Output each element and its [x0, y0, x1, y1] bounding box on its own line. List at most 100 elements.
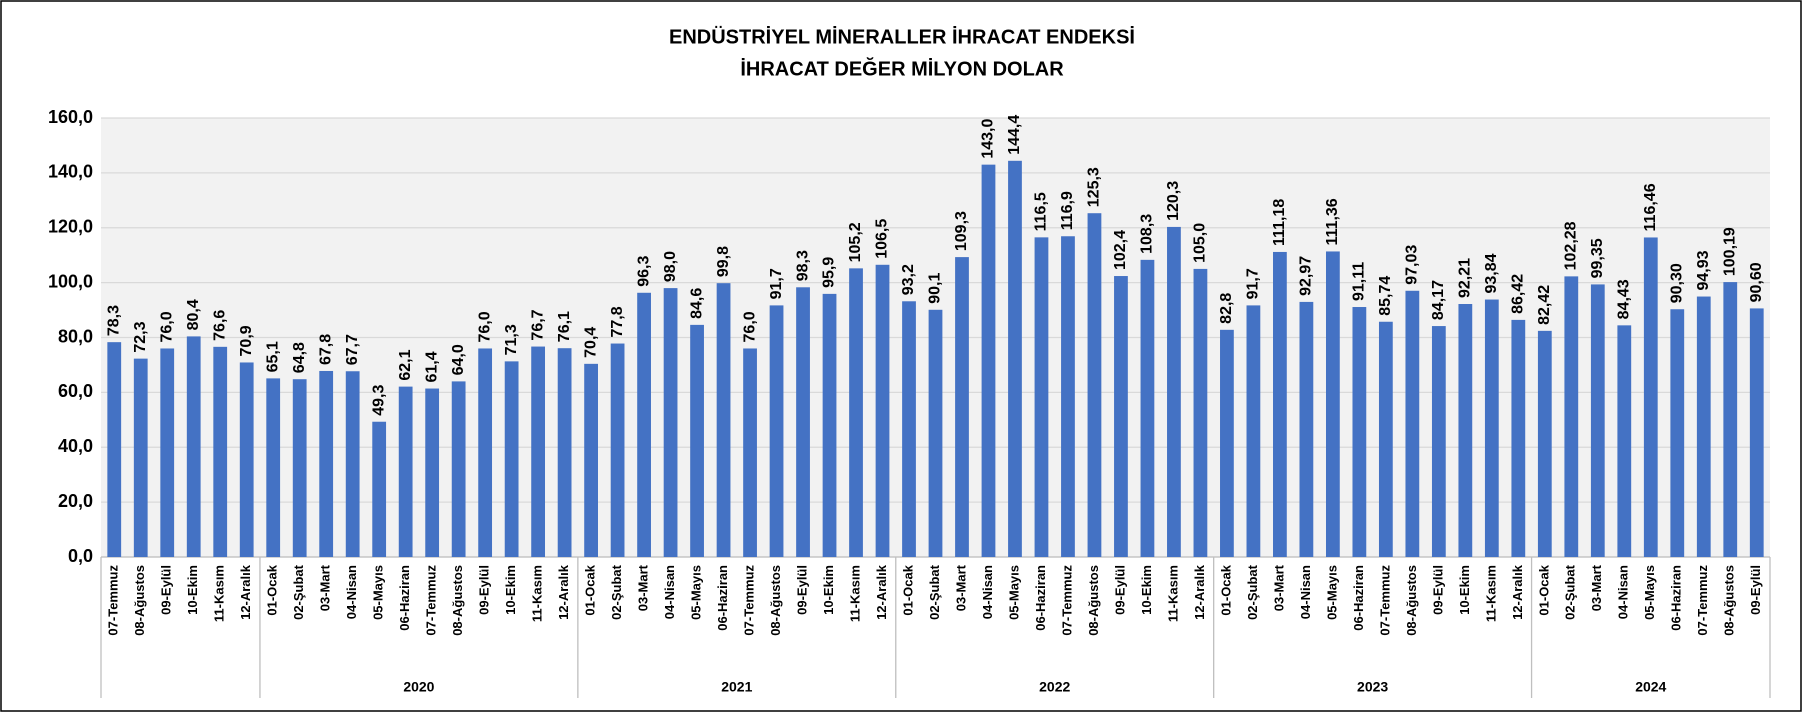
value-label: 143,0	[980, 119, 997, 159]
value-label: 64,0	[450, 344, 467, 375]
x-tick-label: 05-Mayıs	[371, 565, 386, 620]
x-tick-label: 04-Nisan	[344, 565, 359, 619]
value-label: 70,4	[582, 327, 599, 358]
value-label: 62,1	[397, 349, 414, 380]
value-label: 78,3	[105, 305, 122, 336]
bar	[504, 361, 519, 557]
value-label: 82,42	[1536, 285, 1553, 325]
x-tick-label: 10-Ekim	[1139, 565, 1154, 615]
value-label: 100,19	[1721, 227, 1738, 276]
value-label: 65,1	[264, 341, 281, 372]
bar	[1590, 284, 1605, 557]
value-label: 84,6	[688, 288, 705, 319]
value-label: 71,3	[503, 324, 520, 355]
bar	[928, 309, 943, 557]
bar	[1378, 321, 1393, 557]
x-tick-label: 03-Mart	[1271, 564, 1286, 611]
x-tick-label: 01-Ocak	[583, 564, 598, 615]
bar	[478, 348, 493, 557]
x-tick-label: 06-Haziran	[715, 565, 730, 631]
bar	[451, 381, 466, 557]
bar	[610, 343, 625, 557]
value-label: 92,97	[1298, 256, 1315, 296]
bar	[1696, 296, 1711, 557]
x-tick-label: 08-Ağustos	[1086, 565, 1101, 636]
value-label: 116,46	[1642, 183, 1659, 231]
bar	[213, 346, 228, 557]
x-tick-label: 03-Mart	[953, 564, 968, 611]
x-tick-label: 08-Ağustos	[132, 565, 147, 636]
bar	[1749, 308, 1764, 557]
bar	[1325, 251, 1340, 557]
x-tick-label: 01-Ocak	[1536, 564, 1551, 615]
y-tick-label: 20,0	[58, 491, 93, 511]
value-label: 67,8	[317, 334, 334, 365]
bar	[133, 358, 148, 557]
year-label: 2022	[1039, 679, 1070, 695]
value-label: 91,7	[1245, 268, 1262, 299]
value-label: 105,2	[847, 222, 864, 262]
value-label: 84,17	[1430, 280, 1447, 320]
x-tick-label: 08-Ağustos	[1722, 565, 1737, 636]
value-label: 61,4	[423, 351, 440, 382]
x-tick-label: 02-Şubat	[927, 564, 942, 620]
value-label: 76,7	[529, 309, 546, 340]
value-label: 111,18	[1271, 199, 1288, 246]
x-tick-label: 10-Ekim	[503, 565, 518, 615]
value-label: 72,3	[132, 321, 149, 352]
x-tick-label: 01-Ocak	[900, 564, 915, 615]
value-label: 64,8	[291, 342, 308, 373]
bar	[1061, 236, 1075, 558]
x-tick-label: 04-Nisan	[1298, 565, 1313, 619]
value-label: 97,03	[1404, 245, 1421, 285]
bar	[849, 268, 863, 557]
bar	[1352, 307, 1367, 557]
value-label: 82,8	[1218, 293, 1235, 324]
x-tick-label: 09-Eylül	[1112, 565, 1127, 615]
value-label: 86,42	[1510, 274, 1527, 314]
value-label: 70,9	[238, 325, 255, 356]
x-tick-label: 06-Haziran	[1351, 565, 1366, 631]
value-label: 98,0	[662, 251, 679, 282]
x-tick-label: 06-Haziran	[397, 565, 412, 631]
y-tick-label: 100,0	[48, 271, 93, 291]
x-tick-label: 07-Temmuz	[1059, 565, 1074, 636]
value-label: 76,0	[476, 311, 493, 342]
value-label: 120,3	[1165, 181, 1182, 221]
value-label: 106,5	[874, 219, 891, 259]
value-label: 90,1	[927, 273, 944, 304]
bar	[1484, 299, 1499, 557]
x-tick-label: 04-Nisan	[980, 565, 995, 619]
bar	[160, 348, 175, 557]
bar	[1537, 330, 1552, 557]
value-label: 90,60	[1748, 262, 1765, 302]
x-tick-label: 04-Nisan	[662, 565, 677, 619]
bar	[1643, 237, 1658, 557]
x-tick-label: 10-Ekim	[185, 565, 200, 615]
x-tick-label: 05-Mayıs	[689, 565, 704, 620]
bar	[1670, 309, 1685, 557]
bar	[1564, 276, 1579, 557]
year-label: 2024	[1635, 679, 1666, 695]
bar	[663, 288, 678, 557]
chart-title: ENDÜSTRİYEL MİNERALLER İHRACAT ENDEKSİ	[669, 25, 1135, 48]
x-tick-label: 09-Eylül	[1748, 565, 1763, 615]
value-label: 116,9	[1059, 191, 1076, 230]
bar	[1723, 282, 1738, 557]
bar	[345, 371, 360, 557]
value-label: 144,4	[1006, 115, 1023, 155]
x-tick-label: 05-Mayıs	[1642, 565, 1657, 620]
bar	[1087, 213, 1102, 557]
x-tick-label: 03-Mart	[636, 564, 651, 611]
x-tick-label: 02-Şubat	[1563, 564, 1578, 620]
bar	[1431, 326, 1446, 557]
value-label: 102,4	[1112, 230, 1129, 270]
value-label: 49,3	[370, 384, 387, 415]
value-label: 91,11	[1351, 262, 1368, 301]
bar	[1299, 301, 1314, 557]
value-label: 99,35	[1589, 238, 1606, 278]
bar	[186, 336, 201, 557]
bar	[796, 287, 810, 557]
bar	[743, 348, 757, 557]
bar	[398, 386, 413, 557]
